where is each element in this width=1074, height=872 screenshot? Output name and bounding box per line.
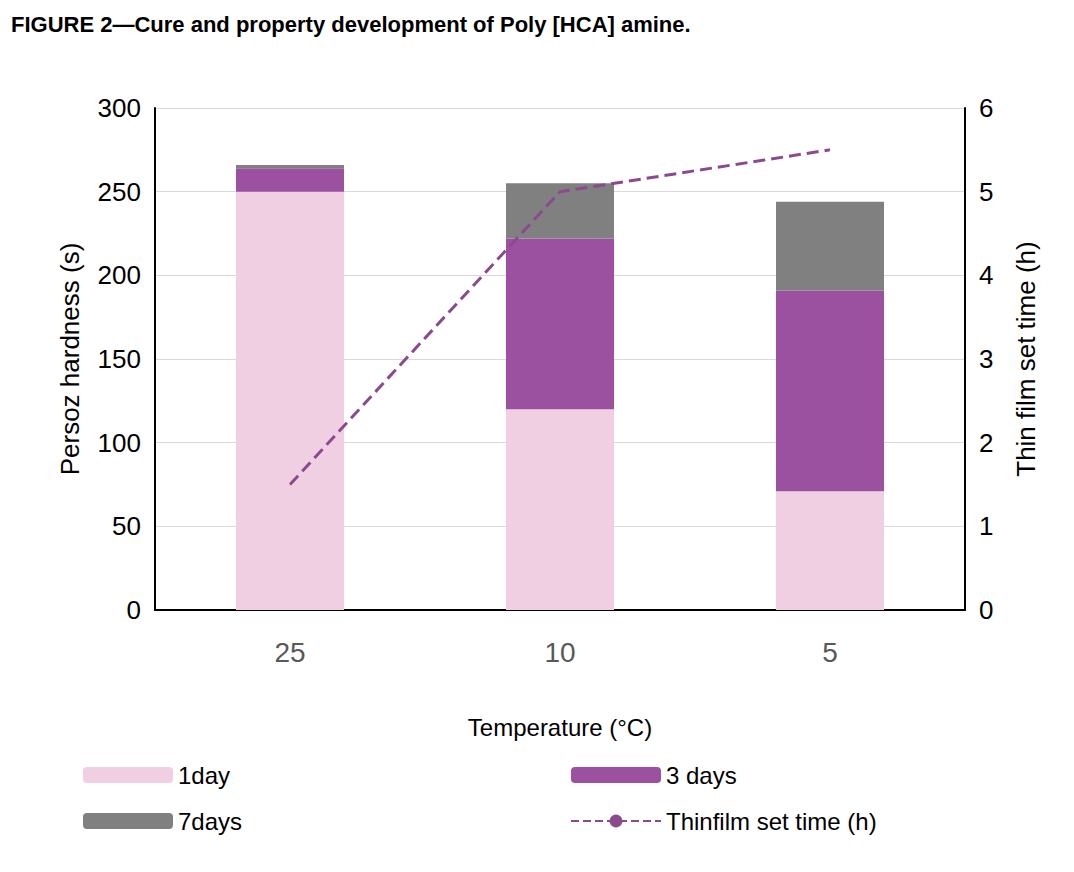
svg-text:3 days: 3 days	[666, 762, 737, 789]
svg-text:3: 3	[979, 344, 993, 374]
svg-text:6: 6	[979, 93, 993, 123]
svg-text:1day: 1day	[178, 762, 230, 789]
svg-text:Thinfilm set time (h): Thinfilm set time (h)	[666, 808, 877, 835]
svg-text:150: 150	[98, 344, 141, 374]
svg-text:FIGURE 2—Cure and property dev: FIGURE 2—Cure and property development o…	[11, 12, 691, 37]
svg-text:10: 10	[544, 637, 575, 668]
svg-text:0: 0	[127, 595, 141, 625]
svg-text:250: 250	[98, 177, 141, 207]
svg-text:4: 4	[979, 260, 993, 290]
svg-text:200: 200	[98, 260, 141, 290]
svg-text:5: 5	[822, 637, 838, 668]
svg-text:Temperature (°C): Temperature (°C)	[468, 714, 652, 741]
svg-text:7days: 7days	[178, 808, 242, 835]
svg-text:25: 25	[274, 637, 305, 668]
svg-text:100: 100	[98, 428, 141, 458]
svg-text:0: 0	[979, 595, 993, 625]
svg-text:Persoz hardness (s): Persoz hardness (s)	[55, 243, 85, 476]
svg-text:50: 50	[112, 511, 141, 541]
svg-text:1: 1	[979, 511, 993, 541]
svg-text:300: 300	[98, 93, 141, 123]
svg-text:Thin film set time (h): Thin film set time (h)	[1011, 241, 1041, 477]
svg-text:5: 5	[979, 177, 993, 207]
svg-text:2: 2	[979, 428, 993, 458]
